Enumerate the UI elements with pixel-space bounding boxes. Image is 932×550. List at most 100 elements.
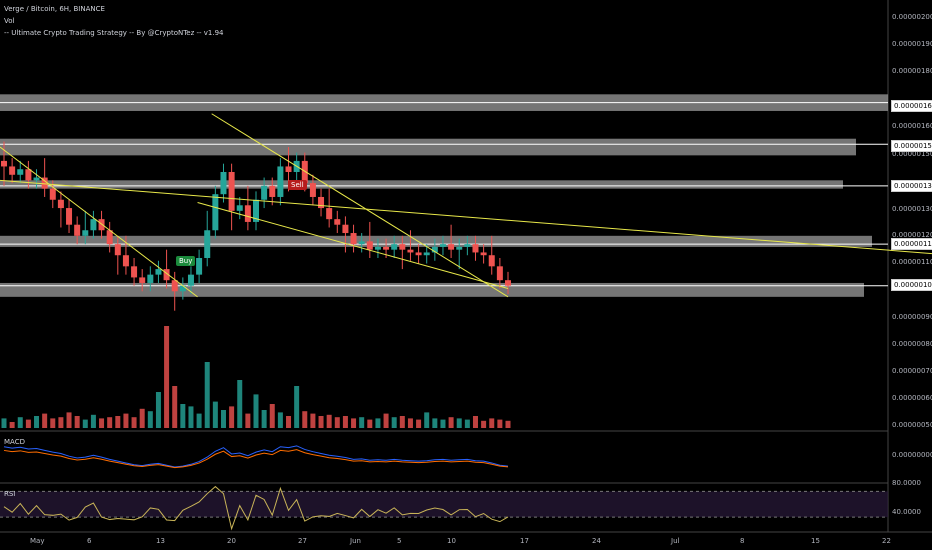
symbol-title: Verge / Bitcoin, 6H, BINANCE bbox=[4, 5, 105, 13]
price-tick: 0.00000060 bbox=[892, 394, 932, 402]
candle-body bbox=[488, 255, 495, 267]
volume-bar bbox=[416, 419, 422, 428]
candle-body bbox=[66, 208, 73, 225]
candle-body bbox=[244, 205, 251, 222]
candle-body bbox=[374, 246, 381, 250]
zone-box bbox=[0, 282, 864, 297]
candle-body bbox=[25, 169, 32, 181]
volume-bar bbox=[302, 411, 308, 428]
volume-bar bbox=[351, 418, 357, 428]
candle-body bbox=[383, 246, 390, 250]
candle-body bbox=[496, 266, 503, 281]
level-label-117: 0.00000117 bbox=[891, 238, 932, 250]
candle-body bbox=[472, 244, 479, 253]
candle-body bbox=[253, 199, 259, 222]
volume-legend: Vol bbox=[4, 17, 15, 25]
volume-bar bbox=[229, 406, 235, 428]
candle-body bbox=[318, 196, 325, 209]
volume-bar bbox=[497, 419, 503, 428]
trendline bbox=[0, 146, 198, 298]
price-tick: 0.00000130 bbox=[892, 205, 932, 213]
volume-bar bbox=[505, 420, 511, 428]
candle-body bbox=[415, 252, 422, 256]
candle-body bbox=[456, 246, 463, 250]
volume-bar bbox=[42, 413, 48, 428]
time-tick: 27 bbox=[298, 537, 307, 545]
candle-body bbox=[57, 199, 64, 209]
candle-body bbox=[171, 280, 178, 292]
level-label-138: 0.00000138 bbox=[891, 180, 932, 192]
volume-bar bbox=[294, 386, 300, 428]
volume-bar bbox=[196, 413, 202, 428]
volume-bar bbox=[74, 416, 80, 428]
time-tick: 6 bbox=[87, 537, 92, 545]
volume-bar bbox=[123, 413, 129, 428]
candle-body bbox=[106, 230, 113, 245]
volume-bar bbox=[245, 413, 251, 428]
candle-body bbox=[399, 244, 406, 250]
price-tick: 0.00000090 bbox=[892, 313, 932, 321]
candle-body bbox=[131, 266, 138, 278]
volume-bar bbox=[220, 410, 226, 428]
candle-body bbox=[391, 244, 398, 250]
time-tick: 17 bbox=[520, 537, 529, 545]
volume-bar bbox=[342, 416, 348, 428]
candle-body bbox=[122, 255, 129, 267]
trendline bbox=[197, 202, 509, 289]
time-tick: 22 bbox=[882, 537, 891, 545]
volume-bar bbox=[82, 419, 88, 428]
time-tick: May bbox=[30, 537, 45, 545]
candle-body bbox=[358, 241, 365, 245]
volume-bar bbox=[212, 401, 218, 428]
candle-body bbox=[155, 269, 162, 275]
time-tick: 13 bbox=[156, 537, 165, 545]
volume-bar bbox=[310, 413, 316, 428]
time-tick: 20 bbox=[227, 537, 236, 545]
volume-bar bbox=[66, 412, 72, 428]
volume-bar bbox=[261, 410, 267, 428]
rsi-tick: 40.0000 bbox=[892, 508, 921, 516]
volume-bar bbox=[107, 417, 113, 428]
price-tick: 0.00000110 bbox=[892, 258, 932, 266]
price-tick: 0.00000120 bbox=[892, 231, 932, 239]
volume-bar bbox=[383, 413, 389, 428]
candle-body bbox=[277, 166, 284, 197]
candle-body bbox=[17, 169, 24, 175]
volume-bar bbox=[456, 418, 462, 428]
time-tick: 24 bbox=[592, 537, 601, 545]
candle-body bbox=[139, 277, 146, 283]
candle-body bbox=[212, 194, 219, 231]
candle-body bbox=[480, 252, 487, 256]
candle-body bbox=[49, 188, 56, 200]
candle-body bbox=[74, 224, 81, 236]
rsi-pane-label: RSI bbox=[4, 490, 16, 498]
trendline bbox=[0, 179, 932, 255]
candle-body bbox=[98, 219, 105, 231]
volume-bar bbox=[472, 416, 478, 428]
candle-body bbox=[179, 285, 186, 292]
zone-box bbox=[0, 138, 856, 156]
time-tick: Jun bbox=[350, 537, 361, 545]
rsi-line bbox=[3, 485, 509, 531]
volume-bar bbox=[391, 417, 397, 428]
volume-bar bbox=[131, 417, 137, 428]
signal-line bbox=[3, 449, 509, 469]
candle-body bbox=[33, 177, 40, 181]
time-tick: 10 bbox=[447, 537, 456, 545]
time-tick: 5 bbox=[397, 537, 402, 545]
candle-body bbox=[41, 177, 48, 189]
price-tick: 0.00000050 bbox=[892, 421, 932, 429]
volume-bar bbox=[147, 411, 153, 428]
volume-bar bbox=[489, 418, 495, 428]
volume-bar bbox=[180, 404, 186, 428]
candle-body bbox=[204, 230, 211, 258]
candle-body bbox=[82, 230, 89, 236]
rsi-tick: 80.0000 bbox=[892, 479, 921, 487]
candle-body bbox=[423, 252, 430, 256]
volume-bar bbox=[164, 326, 170, 428]
volume-bar bbox=[448, 417, 454, 428]
macd-line bbox=[3, 445, 509, 468]
volume-bar bbox=[172, 386, 178, 428]
volume-bar bbox=[481, 420, 487, 428]
